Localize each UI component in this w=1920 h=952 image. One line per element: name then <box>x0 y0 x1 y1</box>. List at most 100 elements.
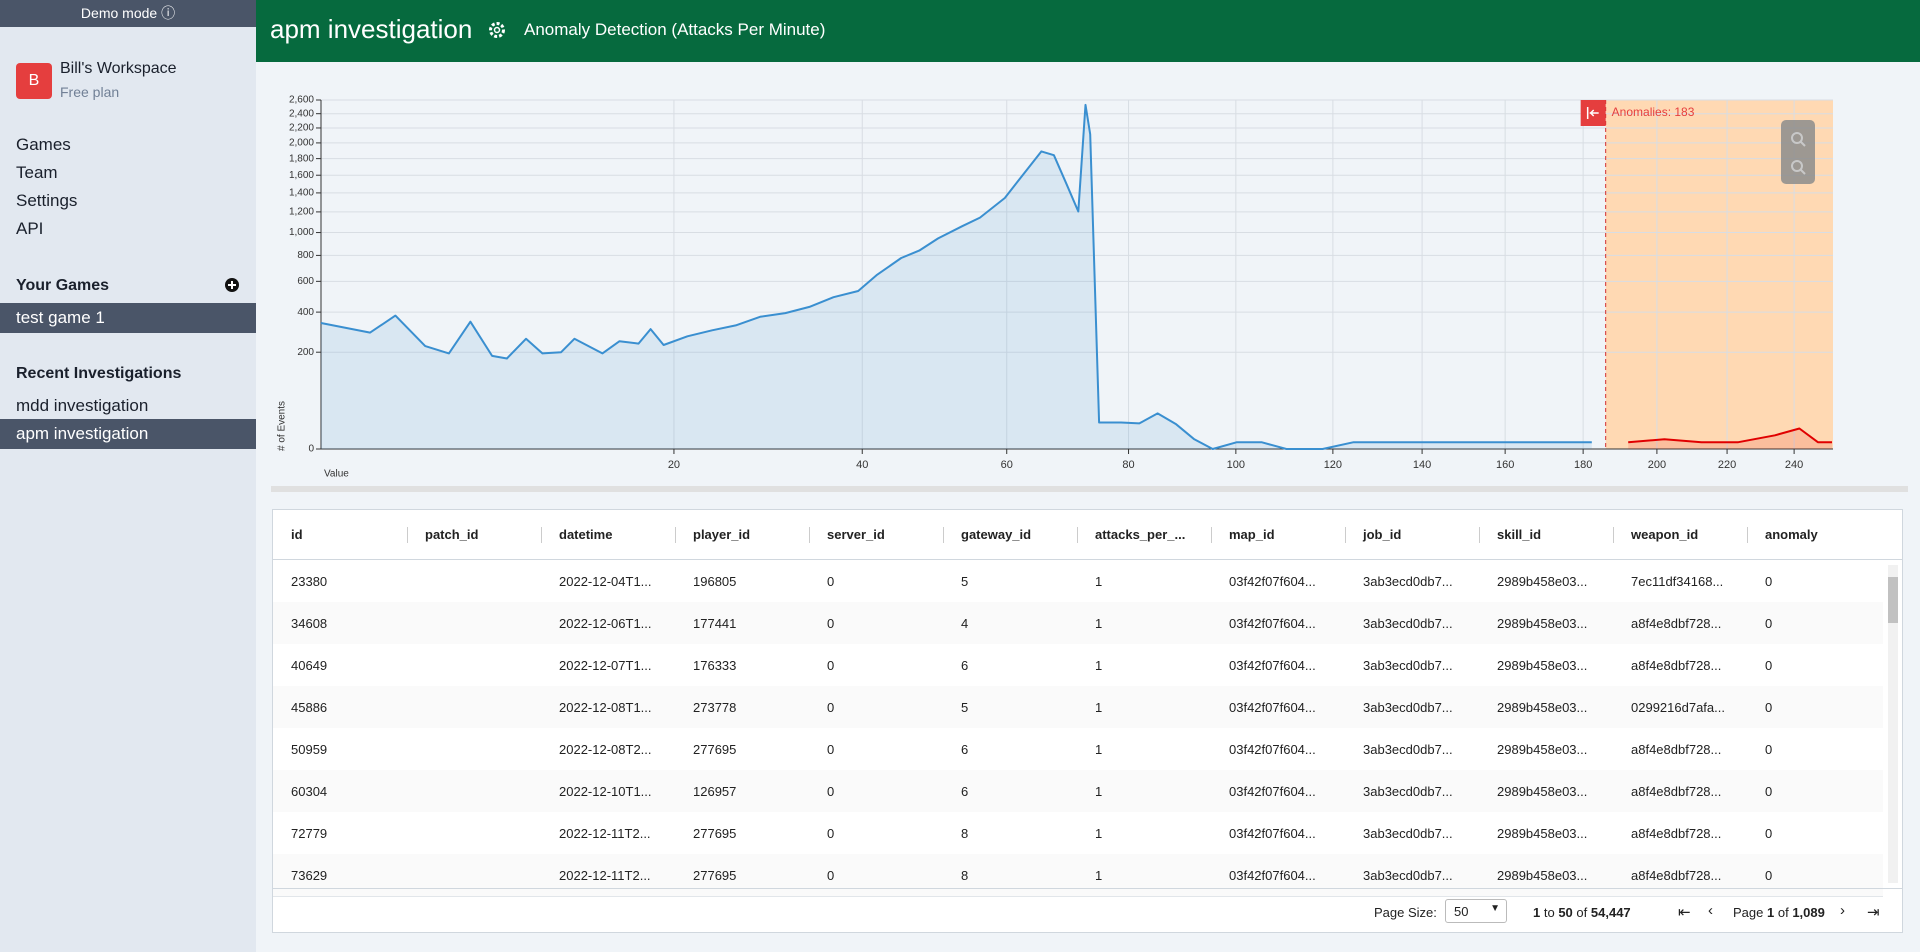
column-header[interactable]: anomaly <box>1765 527 1818 542</box>
recent-item[interactable]: mdd investigation <box>16 396 149 415</box>
anomaly-count: Anomalies: 183 <box>1612 105 1695 119</box>
column-header[interactable]: weapon_id <box>1631 527 1699 542</box>
table-cell: 196805 <box>693 574 737 589</box>
x-axis-label: Value <box>324 469 349 480</box>
scrollbar[interactable] <box>1888 565 1898 883</box>
table-row[interactable]: 73629 2022-12-11T2... 277695 0 8 1 03f42f07f60… <box>273 854 1883 897</box>
y-tick-label: 0 <box>308 444 314 455</box>
recent-item-selected[interactable]: apm investigation <box>0 419 256 449</box>
nav-games[interactable]: Games <box>16 135 71 154</box>
table-cell: 2022-12-06T1... <box>559 616 652 631</box>
y-tick-label: 2,600 <box>289 95 314 106</box>
last-page[interactable]: ⇥ <box>1867 904 1880 921</box>
table-row[interactable]: 60304 2022-12-10T1... 126957 0 6 1 03f42f07f60… <box>273 770 1883 813</box>
table-cell: 1 <box>1095 742 1103 757</box>
table-cell: 8 <box>961 826 969 841</box>
table-cell: 8 <box>961 868 969 883</box>
table-cell: 6 <box>961 784 969 799</box>
workspace-avatar: B <box>16 63 52 99</box>
sidebar: Demo mode ⓘ B Bill's Workspace Free plan… <box>0 0 256 952</box>
settings-icon[interactable] <box>487 20 507 40</box>
zoom-out[interactable] <box>1791 160 1803 172</box>
y-tick-label: 200 <box>297 347 314 358</box>
column-divider <box>541 527 542 543</box>
table-cell: 1 <box>1095 784 1103 799</box>
table-cell: 03f42f07f604... <box>1229 658 1316 673</box>
column-header[interactable]: player_id <box>693 527 751 542</box>
demo-mode[interactable]: Demo mode ⓘ <box>0 0 256 27</box>
x-tick-label: 100 <box>1227 459 1245 471</box>
prev-page[interactable]: ‹ <box>1708 902 1713 919</box>
page-current: 1 <box>1767 905 1775 920</box>
table-row[interactable]: 40649 2022-12-07T1... 176333 0 6 1 03f42f07f60… <box>273 644 1883 687</box>
x-tick-label: 80 <box>1122 459 1134 471</box>
column-header[interactable]: gateway_id <box>961 527 1032 542</box>
column-header[interactable]: server_id <box>827 527 885 542</box>
table-cell: a8f4e8dbf728... <box>1631 868 1722 883</box>
table-row[interactable]: 45886 2022-12-08T1... 273778 0 5 1 03f42f07f60… <box>273 686 1883 729</box>
range-from: 1 <box>1533 905 1541 920</box>
table-cell: 2022-12-11T2... <box>559 868 651 883</box>
table-cell: 0 <box>827 700 835 715</box>
x-tick-label: 140 <box>1413 459 1431 471</box>
table-cell: 3ab3ecd0db7... <box>1363 616 1453 631</box>
column-header[interactable]: patch_id <box>425 527 479 542</box>
table-cell: a8f4e8dbf728... <box>1631 742 1722 757</box>
data-table: id patch_id datetime player_id server_id gate… <box>272 509 1903 933</box>
line <box>320 103 1592 450</box>
table-row[interactable]: 50959 2022-12-08T2... 277695 0 6 1 03f42f07f60… <box>273 728 1883 771</box>
recent-item-text: apm investigation <box>16 424 149 443</box>
zoom-in[interactable] <box>1791 132 1803 144</box>
table-cell: 1 <box>1095 574 1103 589</box>
y-tick-label: 1,800 <box>289 153 314 164</box>
scrollbar-thumb[interactable] <box>1888 577 1898 623</box>
add-game[interactable] <box>224 277 240 293</box>
table-cell: 03f42f07f604... <box>1229 700 1316 715</box>
table-cell: 03f42f07f604... <box>1229 616 1316 631</box>
y-tick-label: 400 <box>297 307 314 318</box>
y-tick-label: 2,200 <box>289 123 314 134</box>
x-tick-label: 20 <box>668 459 680 471</box>
table-row[interactable]: 72779 2022-12-11T2... 277695 0 8 1 03f42f07f60… <box>273 812 1883 855</box>
y-tick-label: 600 <box>297 276 314 287</box>
table-cell: 0 <box>827 868 835 883</box>
your-games-title: Your Games <box>16 277 110 294</box>
first-page[interactable]: ⇤ <box>1678 904 1691 921</box>
table-cell: 2989b458e03... <box>1497 700 1588 715</box>
table-cell: 176333 <box>693 658 737 673</box>
column-header[interactable]: skill_id <box>1497 527 1542 542</box>
table-row[interactable]: 23380 2022-12-04T1... 196805 0 5 1 03f42f07f60… <box>273 560 1883 603</box>
table-cell: 6 <box>961 742 969 757</box>
table-cell: 45886 <box>291 700 328 715</box>
nav-settings[interactable]: Settings <box>16 191 78 210</box>
table-cell: 0 <box>827 574 835 589</box>
table-cell: 5 <box>961 574 969 589</box>
x-tick-label: 240 <box>1785 459 1803 471</box>
table-row[interactable]: 34608 2022-12-06T1... 177441 0 4 1 03f42f07f60… <box>273 602 1883 645</box>
table-cell: 60304 <box>291 784 328 799</box>
table-cell: 6 <box>961 658 969 673</box>
column-header[interactable]: attacks_per_... <box>1095 527 1186 542</box>
zoom-controls[interactable] <box>1781 120 1815 184</box>
table-cell: 2022-12-08T2... <box>559 742 652 757</box>
column-divider <box>675 527 676 543</box>
page-size-select[interactable]: 50 ▼ <box>1445 899 1507 923</box>
column-header[interactable]: datetime <box>559 527 613 542</box>
range-to: 50 <box>1558 905 1573 920</box>
nav-api[interactable]: API <box>16 219 44 238</box>
table-cell: 0 <box>1765 868 1773 883</box>
recent-title: Recent Investigations <box>16 365 182 382</box>
column-header[interactable]: job_id <box>1363 527 1402 542</box>
line <box>1628 427 1832 444</box>
table-cell: 277695 <box>693 826 737 841</box>
column-header[interactable]: map_id <box>1229 527 1275 542</box>
column-header[interactable]: id <box>291 527 303 542</box>
table-cell: 2989b458e03... <box>1497 574 1588 589</box>
table-cell: 1 <box>1095 616 1103 631</box>
nav-team[interactable]: Team <box>16 163 58 182</box>
game-item-selected[interactable]: test game 1 <box>0 303 256 333</box>
next-page[interactable]: › <box>1840 902 1845 919</box>
workspace-name[interactable]: Bill's Workspace <box>60 60 177 77</box>
table-header: id patch_id datetime player_id server_id gate… <box>273 510 1902 560</box>
